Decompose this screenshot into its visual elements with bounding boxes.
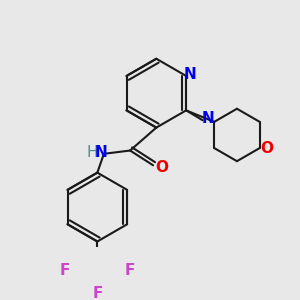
Text: F: F	[125, 263, 135, 278]
Text: F: F	[92, 286, 103, 300]
Text: O: O	[260, 141, 274, 156]
Text: H: H	[87, 145, 98, 160]
Text: N: N	[184, 67, 197, 82]
Text: F: F	[59, 263, 70, 278]
Text: N: N	[95, 145, 108, 160]
Text: N: N	[201, 111, 214, 126]
Text: O: O	[155, 160, 168, 175]
